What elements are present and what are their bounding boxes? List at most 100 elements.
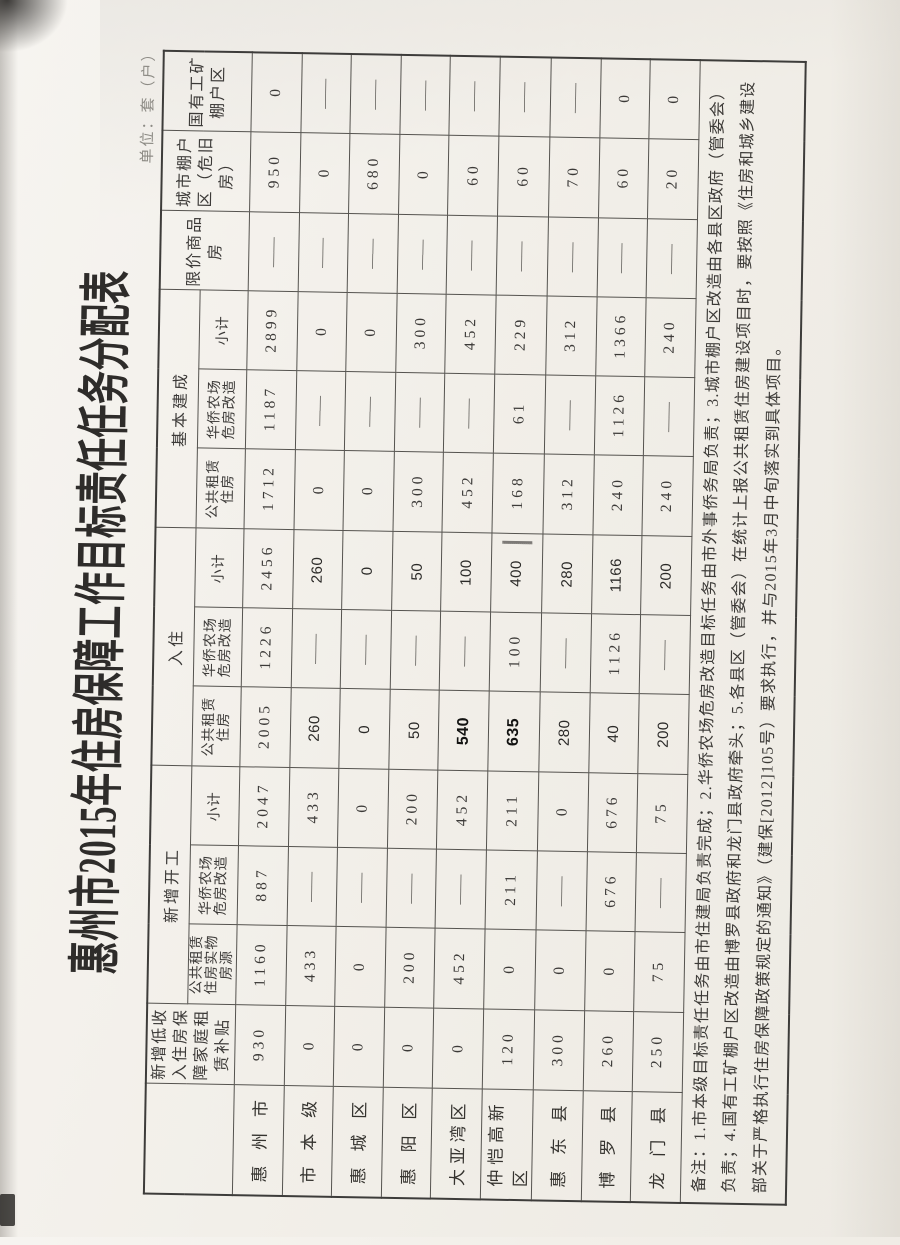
data-cell: 1226 — [241, 608, 293, 689]
header-group-2: 基本建成 — [155, 289, 201, 529]
data-cell: 211 — [486, 771, 539, 852]
data-cell: 0 — [432, 1008, 484, 1090]
data-cell: 100 — [440, 532, 492, 613]
data-cell: 0 — [333, 1006, 385, 1088]
data-cell: 0 — [339, 688, 391, 770]
data-cell: —— — [290, 609, 342, 689]
table-note-row: 备注：1.市本级目标责任任务由市住建局负责完成；2.华侨农场危房改造目标任务由市… — [680, 60, 806, 1205]
data-cell: —— — [385, 848, 437, 929]
data-cell: 20 — [647, 139, 699, 221]
data-cell: 250 — [632, 1012, 684, 1093]
data-cell: 433 — [285, 926, 337, 1007]
data-cell: 280 — [538, 692, 590, 774]
region-label: 仲恺高新区 — [480, 1089, 534, 1201]
header-group-0: 新增开工 — [147, 765, 192, 1005]
data-cell: 75 — [636, 774, 688, 854]
data-cell: 240 — [642, 456, 694, 537]
data-cell: —— — [248, 212, 300, 293]
data-cell: 1712 — [243, 449, 295, 531]
data-cell: —— — [336, 847, 388, 928]
page-title: 惠州市2015年住房保障工作目标责任任务分配表 — [66, 269, 137, 975]
region-label: 惠东县 — [531, 1090, 583, 1202]
data-cell: 120 — [482, 1009, 535, 1091]
header-single-2: 国有工矿棚户区 — [162, 50, 253, 133]
data-cell: 452 — [445, 294, 497, 375]
unit-label: 单位：套（户） — [139, 44, 158, 164]
data-cell: —— — [286, 847, 338, 927]
data-cell: 1366 — [595, 297, 647, 378]
data-cell: —— — [347, 213, 399, 294]
data-cell: 40 — [588, 693, 640, 775]
data-cell: 0 — [383, 1007, 435, 1089]
data-cell: 676 — [585, 852, 637, 933]
data-cell: 0 — [283, 1006, 335, 1087]
data-cell: —— — [646, 219, 698, 300]
data-cell: 452 — [436, 770, 488, 851]
data-cell: 200 — [637, 694, 689, 775]
data-cell: 400 — [490, 533, 543, 614]
data-cell: —— — [394, 372, 446, 453]
region-label: 博罗县 — [580, 1091, 633, 1203]
data-cell: 0 — [299, 133, 351, 214]
data-cell: 540 — [438, 690, 490, 772]
data-cell: —— — [340, 609, 392, 690]
data-cell: 0 — [341, 530, 393, 611]
data-cell: —— — [540, 613, 592, 694]
data-cell: 0 — [296, 292, 348, 372]
data-cell: —— — [547, 217, 599, 298]
data-cell: —— — [396, 214, 448, 295]
data-cell: 0 — [534, 930, 586, 1012]
data-cell: —— — [297, 213, 349, 293]
table-note-cell: 备注：1.市本级目标责任任务由市住建局负责完成；2.华侨农场危房改造目标任务由市… — [680, 60, 806, 1205]
data-cell: 280 — [541, 534, 593, 615]
data-cell: 1187 — [245, 370, 297, 451]
data-cell: 200 — [384, 927, 436, 1009]
data-cell: 100 — [489, 612, 542, 693]
data-cell: 0 — [250, 52, 302, 134]
region-label: 惠阳区 — [381, 1087, 433, 1199]
data-cell: 240 — [592, 455, 644, 537]
header-single-0: 限价商品房 — [159, 210, 250, 292]
data-cell: —— — [449, 55, 501, 137]
data-cell: 300 — [395, 293, 447, 374]
data-cell: 229 — [494, 295, 548, 376]
data-cell: —— — [643, 377, 695, 457]
data-cell: 1160 — [235, 925, 287, 1007]
data-cell: 2005 — [239, 687, 291, 769]
data-cell: 0 — [599, 58, 651, 140]
data-cell: —— — [596, 218, 648, 299]
data-cell: 312 — [545, 296, 597, 377]
data-cell: 676 — [586, 773, 638, 854]
data-cell: 300 — [533, 1010, 585, 1092]
data-cell: 1126 — [589, 614, 641, 695]
data-cell: 0 — [345, 292, 397, 373]
data-cell: 0 — [334, 926, 386, 1008]
region-label: 大亚湾区 — [430, 1088, 483, 1200]
header-sub-0-2: 小计 — [190, 766, 240, 847]
data-cell: 0 — [398, 134, 450, 216]
header-single-1: 城市棚户区（危旧房） — [161, 130, 251, 213]
data-cell: —— — [635, 853, 687, 933]
data-cell: 60 — [497, 136, 550, 218]
data-cell: 2899 — [246, 291, 298, 372]
data-cell: —— — [344, 371, 396, 452]
data-cell: 0 — [584, 931, 636, 1013]
data-cell: —— — [390, 610, 441, 691]
data-cell: 680 — [348, 133, 400, 215]
data-cell: 1166 — [591, 535, 643, 616]
data-cell: —— — [544, 375, 596, 456]
data-cell: 200 — [387, 769, 439, 850]
data-cell: 433 — [288, 768, 340, 848]
data-cell: 50 — [388, 689, 440, 771]
data-cell: 1126 — [593, 376, 645, 457]
data-cell: 168 — [491, 453, 545, 535]
data-cell: 452 — [434, 928, 486, 1010]
data-cell: —— — [536, 851, 587, 932]
data-cell: 635 — [487, 691, 541, 773]
data-cell: 50 — [391, 531, 443, 612]
data-cell: —— — [496, 216, 549, 297]
data-cell: —— — [446, 215, 498, 296]
